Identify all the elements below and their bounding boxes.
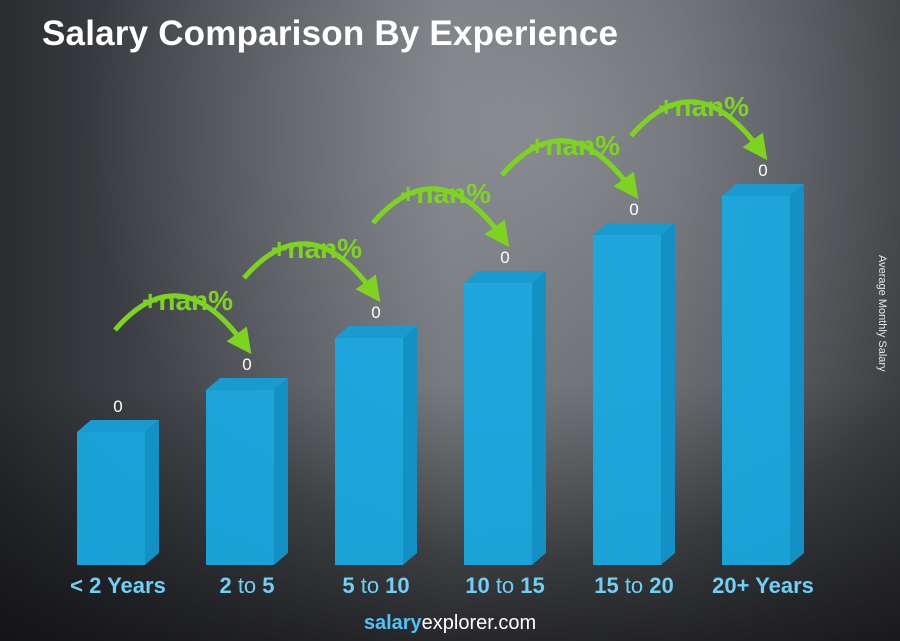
increase-label: +nan%	[658, 91, 749, 122]
bar	[206, 390, 274, 565]
bar-top	[335, 326, 417, 338]
brand-rest: explorer.com	[421, 612, 537, 634]
category-label: 2 to 5	[219, 573, 274, 598]
bar-top	[206, 378, 288, 390]
chart-title: Salary Comparison By Experience	[42, 14, 619, 53]
value-label: 0	[371, 303, 380, 322]
value-label: 0	[242, 355, 251, 374]
bar	[722, 196, 790, 565]
bar	[335, 338, 403, 565]
value-label: 0	[629, 200, 638, 219]
bar-top	[464, 271, 546, 283]
bar	[77, 432, 145, 565]
bar-top	[593, 223, 675, 235]
increase-arrow	[371, 186, 510, 248]
increase-label: +nan%	[529, 130, 620, 161]
increase-arrow	[242, 241, 381, 303]
increase-arrow	[500, 138, 639, 200]
bar-side	[661, 223, 675, 565]
increase-arrow	[113, 293, 252, 355]
bar-side	[274, 378, 288, 565]
bar	[593, 235, 661, 565]
bar-side	[532, 271, 546, 565]
bar-top	[722, 184, 804, 196]
increase-label: +nan%	[400, 178, 491, 209]
increase-label: +nan%	[271, 233, 362, 264]
bar-side	[145, 420, 159, 565]
bar	[464, 283, 532, 565]
value-label: 0	[500, 248, 509, 267]
increase-label: +nan%	[142, 285, 233, 316]
footer-brand[interactable]: salaryexplorer.com	[0, 612, 900, 635]
increase-arrow	[629, 99, 768, 161]
category-label: 5 to 10	[342, 573, 409, 598]
category-label: 15 to 20	[594, 573, 674, 598]
brand-bold: salary	[363, 612, 422, 634]
bar-side	[403, 326, 417, 565]
bar-side	[790, 184, 804, 565]
bar-top	[77, 420, 159, 432]
value-label: 0	[758, 161, 767, 180]
category-label: 10 to 15	[465, 573, 545, 598]
category-label: < 2 Years	[70, 573, 166, 598]
value-label: 0	[113, 397, 122, 416]
category-label: 20+ Years	[712, 573, 814, 598]
